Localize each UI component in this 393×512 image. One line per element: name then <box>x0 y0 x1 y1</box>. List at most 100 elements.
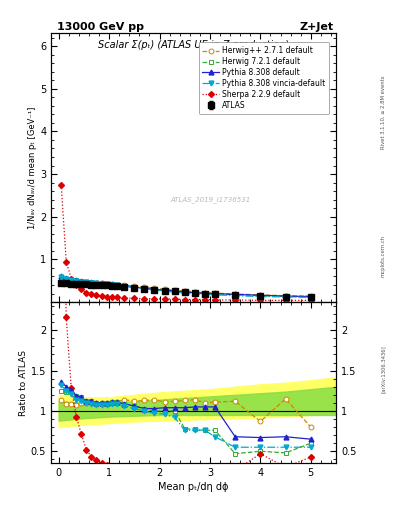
Sherpa 2.2.9 default <box>182 296 187 303</box>
Herwig 7.2.1 default <box>283 293 288 300</box>
Pythia 8.308 vincia-default <box>94 280 99 286</box>
Sherpa 2.2.9 default <box>132 295 137 301</box>
Herwig 7.2.1 default <box>114 282 119 288</box>
Herwig++ 2.7.1 default <box>104 281 109 287</box>
Sherpa 2.2.9 default <box>258 297 263 304</box>
Text: Z+Jet: Z+Jet <box>300 22 334 32</box>
Pythia 8.308 default <box>193 290 197 296</box>
Herwig++ 2.7.1 default <box>99 280 104 286</box>
Herwig 7.2.1 default <box>172 288 177 294</box>
Pythia 8.308 default <box>233 291 237 297</box>
Pythia 8.308 default <box>213 290 217 296</box>
Sherpa 2.2.9 default <box>309 297 313 304</box>
Pythia 8.308 default <box>74 278 79 284</box>
Y-axis label: Ratio to ATLAS: Ratio to ATLAS <box>19 350 28 416</box>
Pythia 8.308 vincia-default <box>122 283 127 289</box>
Legend: Herwig++ 2.7.1 default, Herwig 7.2.1 default, Pythia 8.308 default, Pythia 8.308: Herwig++ 2.7.1 default, Herwig 7.2.1 def… <box>198 42 329 114</box>
Pythia 8.308 default <box>59 273 64 280</box>
Sherpa 2.2.9 default <box>59 182 64 188</box>
Herwig++ 2.7.1 default <box>258 292 263 298</box>
Text: mcplots.cern.ch: mcplots.cern.ch <box>381 235 386 277</box>
Sherpa 2.2.9 default <box>283 297 288 304</box>
Pythia 8.308 default <box>202 290 207 296</box>
Pythia 8.308 vincia-default <box>182 290 187 296</box>
Herwig++ 2.7.1 default <box>162 286 167 292</box>
Line: Pythia 8.308 vincia-default: Pythia 8.308 vincia-default <box>59 275 313 300</box>
Herwig 7.2.1 default <box>132 284 137 290</box>
Pythia 8.308 default <box>64 274 68 281</box>
Pythia 8.308 vincia-default <box>69 277 73 283</box>
Pythia 8.308 default <box>283 293 288 299</box>
Pythia 8.308 vincia-default <box>213 292 217 298</box>
Sherpa 2.2.9 default <box>162 296 167 302</box>
Pythia 8.308 default <box>122 283 127 289</box>
Herwig 7.2.1 default <box>104 281 109 287</box>
Herwig++ 2.7.1 default <box>64 279 68 285</box>
Herwig 7.2.1 default <box>182 289 187 295</box>
Pythia 8.308 default <box>79 278 84 284</box>
Pythia 8.308 vincia-default <box>283 294 288 300</box>
Herwig 7.2.1 default <box>202 290 207 296</box>
Text: 13000 GeV pp: 13000 GeV pp <box>57 22 144 32</box>
Herwig 7.2.1 default <box>74 278 79 284</box>
Pythia 8.308 vincia-default <box>172 289 177 295</box>
Pythia 8.308 default <box>69 276 73 282</box>
Herwig 7.2.1 default <box>122 283 127 289</box>
Sherpa 2.2.9 default <box>233 297 237 303</box>
Herwig 7.2.1 default <box>94 280 99 286</box>
Pythia 8.308 vincia-default <box>233 292 237 298</box>
Herwig++ 2.7.1 default <box>213 290 217 296</box>
Sherpa 2.2.9 default <box>104 293 109 300</box>
Herwig 7.2.1 default <box>59 275 64 282</box>
Pythia 8.308 default <box>142 285 147 291</box>
Y-axis label: 1/Nₐᵥ dNₐᵥ/d mean pₜ [GeV⁻¹]: 1/Nₐᵥ dNₐᵥ/d mean pₜ [GeV⁻¹] <box>28 106 37 229</box>
Sherpa 2.2.9 default <box>89 291 94 297</box>
Sherpa 2.2.9 default <box>122 295 127 301</box>
Pythia 8.308 default <box>132 284 137 290</box>
Pythia 8.308 default <box>182 289 187 295</box>
Herwig 7.2.1 default <box>64 276 68 282</box>
Sherpa 2.2.9 default <box>193 296 197 303</box>
Pythia 8.308 vincia-default <box>74 278 79 284</box>
Herwig++ 2.7.1 default <box>79 280 84 286</box>
Herwig 7.2.1 default <box>142 285 147 291</box>
Herwig++ 2.7.1 default <box>59 278 64 284</box>
Sherpa 2.2.9 default <box>94 292 99 298</box>
Pythia 8.308 vincia-default <box>193 291 197 297</box>
Herwig++ 2.7.1 default <box>182 288 187 294</box>
Pythia 8.308 vincia-default <box>64 275 68 282</box>
X-axis label: Mean pₜ/dη dϕ: Mean pₜ/dη dϕ <box>158 482 229 493</box>
Herwig 7.2.1 default <box>258 292 263 298</box>
Sherpa 2.2.9 default <box>172 296 177 302</box>
Herwig++ 2.7.1 default <box>69 279 73 285</box>
Pythia 8.308 vincia-default <box>309 294 313 301</box>
Pythia 8.308 vincia-default <box>142 286 147 292</box>
Pythia 8.308 vincia-default <box>99 281 104 287</box>
Sherpa 2.2.9 default <box>84 290 89 296</box>
Herwig 7.2.1 default <box>69 276 73 283</box>
Herwig++ 2.7.1 default <box>142 284 147 290</box>
Pythia 8.308 default <box>114 282 119 288</box>
Sherpa 2.2.9 default <box>79 286 84 292</box>
Pythia 8.308 vincia-default <box>152 287 157 293</box>
Herwig++ 2.7.1 default <box>233 291 237 297</box>
Pythia 8.308 vincia-default <box>59 274 64 281</box>
Sherpa 2.2.9 default <box>64 259 68 265</box>
Sherpa 2.2.9 default <box>99 293 104 299</box>
Pythia 8.308 default <box>89 280 94 286</box>
Herwig 7.2.1 default <box>162 287 167 293</box>
Pythia 8.308 vincia-default <box>202 291 207 297</box>
Pythia 8.308 default <box>258 292 263 298</box>
Herwig++ 2.7.1 default <box>74 280 79 286</box>
Pythia 8.308 default <box>104 281 109 287</box>
Herwig 7.2.1 default <box>89 280 94 286</box>
Line: Herwig 7.2.1 default: Herwig 7.2.1 default <box>59 276 313 300</box>
Sherpa 2.2.9 default <box>152 295 157 302</box>
Pythia 8.308 default <box>172 288 177 294</box>
Pythia 8.308 vincia-default <box>162 288 167 294</box>
Pythia 8.308 vincia-default <box>114 282 119 288</box>
Sherpa 2.2.9 default <box>69 275 73 282</box>
Herwig++ 2.7.1 default <box>172 287 177 293</box>
Herwig++ 2.7.1 default <box>94 280 99 286</box>
Herwig++ 2.7.1 default <box>152 285 157 291</box>
